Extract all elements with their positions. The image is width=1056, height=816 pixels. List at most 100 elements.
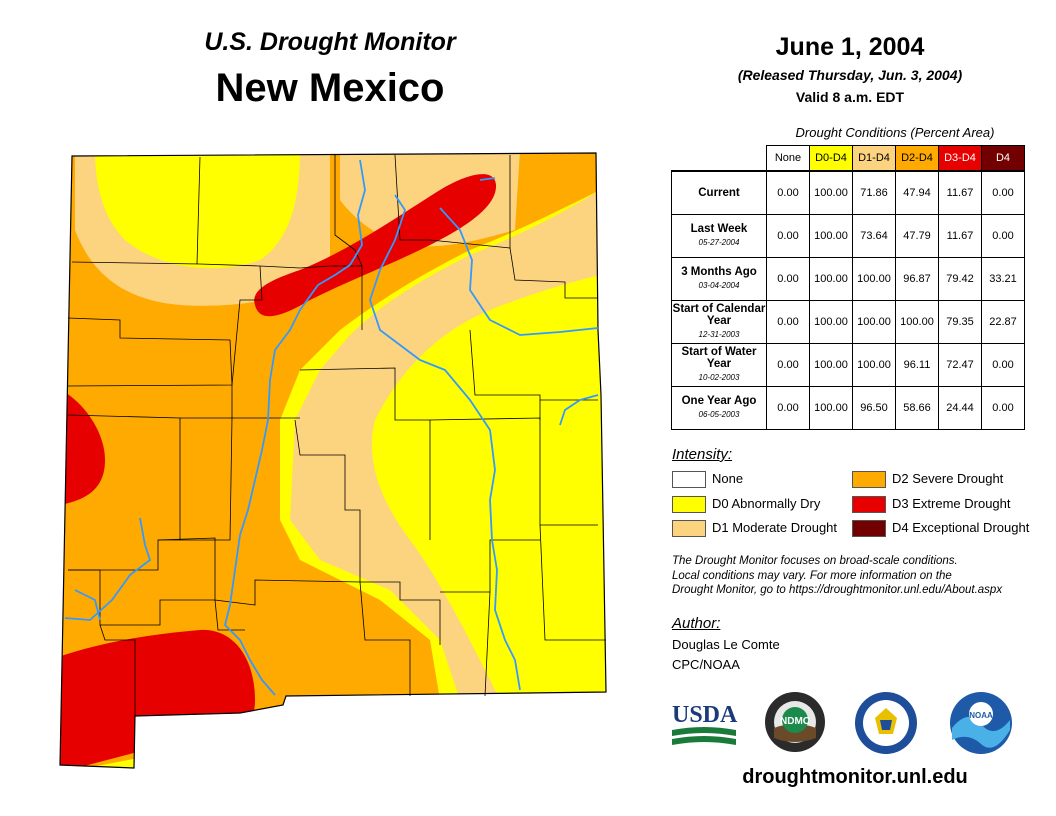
- d3-region-southwest: [60, 629, 255, 768]
- pecos-river: [369, 194, 521, 691]
- legend-title: Intensity:: [672, 446, 733, 463]
- table-row-last-week: Last Week 05-27-2004 0.00 100.00 73.64 47…: [671, 214, 1025, 258]
- table-cell: 33.21: [981, 257, 1025, 301]
- table-cell: 100.00: [809, 386, 853, 430]
- col-header-d4: D4: [981, 145, 1025, 172]
- table-cell: 73.64: [852, 214, 896, 258]
- table-cell: 72.47: [938, 343, 982, 387]
- table-cell: 100.00: [852, 300, 896, 344]
- map-subtitle: U.S. Drought Monitor: [204, 28, 456, 56]
- table-corner: [671, 145, 767, 172]
- valid-time: Valid 8 a.m. EDT: [795, 89, 905, 105]
- table-cell: 96.50: [852, 386, 896, 430]
- table-cell: 100.00: [809, 170, 853, 215]
- table-cell: 0.00: [766, 386, 810, 430]
- table-cell: 11.67: [938, 170, 982, 215]
- doc-seal-logo: [855, 692, 917, 754]
- table-cell: 0.00: [981, 343, 1025, 387]
- table-cell: 79.42: [938, 257, 982, 301]
- table-cell: 0.00: [766, 343, 810, 387]
- legend-swatch: [852, 471, 886, 489]
- row-label: Start of Water Year 10-02-2003: [671, 343, 767, 387]
- row-label: Last Week 05-27-2004: [671, 214, 767, 258]
- author-org: CPC/NOAA: [672, 657, 740, 672]
- row-label: Current: [671, 170, 767, 215]
- table-cell: 100.00: [809, 257, 853, 301]
- legend-swatch: [672, 520, 706, 538]
- noaa-logo: NOAA: [950, 692, 1012, 754]
- col-header-d1-d4: D1-D4: [852, 145, 896, 172]
- canadian-river: [439, 207, 599, 336]
- map-date: June 1, 2004: [775, 33, 925, 61]
- author-name: Douglas Le Comte: [672, 637, 780, 652]
- table-cell: 47.94: [895, 170, 939, 215]
- legend-swatch: [672, 496, 706, 514]
- legend-swatch: [852, 496, 886, 514]
- table-cell: 0.00: [766, 214, 810, 258]
- san-juan-river: [74, 589, 101, 621]
- table-cell: 96.87: [895, 257, 939, 301]
- row-label: One Year Ago 06-05-2003: [671, 386, 767, 430]
- table-cell: 79.35: [938, 300, 982, 344]
- legend-item-d2: D2 Severe Drought: [852, 470, 1003, 489]
- col-header-none: None: [766, 145, 810, 172]
- table-cell: 100.00: [809, 343, 853, 387]
- legend-item-none: None: [672, 470, 743, 489]
- table-cell: 0.00: [766, 257, 810, 301]
- table-cell: 0.00: [766, 170, 810, 215]
- rivers: [64, 159, 599, 696]
- col-header-d2-d4: D2-D4: [895, 145, 939, 172]
- table-cell: 0.00: [981, 170, 1025, 215]
- legend-item-d4: D4 Exceptional Drought: [852, 519, 1029, 538]
- table-cell: 22.87: [981, 300, 1025, 344]
- table-row-current: Current 0.00 100.00 71.86 47.94 11.67 0.…: [671, 170, 1025, 215]
- table-cell: 0.00: [981, 386, 1025, 430]
- author-title: Author:: [672, 615, 721, 632]
- table-row-start-calendar-year: Start of Calendar Year 12-31-2003 0.00 10…: [671, 300, 1025, 344]
- table-cell: 96.11: [895, 343, 939, 387]
- state-outline: [59, 152, 607, 769]
- northeast-river: [479, 177, 496, 181]
- legend-item-d0: D0 Abnormally Dry: [672, 495, 820, 514]
- table-cell: 47.79: [895, 214, 939, 258]
- rio-grande: [224, 159, 366, 696]
- legend-swatch: [672, 471, 706, 489]
- table-cell: 100.00: [809, 214, 853, 258]
- table-cell: 58.66: [895, 386, 939, 430]
- table-caption: Drought Conditions (Percent Area): [795, 125, 995, 140]
- release-date: (Released Thursday, Jun. 3, 2004): [737, 67, 963, 83]
- legend-item-d3: D3 Extreme Drought: [852, 495, 1011, 514]
- table-cell: 100.00: [895, 300, 939, 344]
- state-title: New Mexico: [215, 66, 445, 110]
- drought-stats-table: None D0-D4 D1-D4 D2-D4 D3-D4 D4 Current …: [671, 145, 1025, 430]
- table-cell: 0.00: [766, 300, 810, 344]
- table-cell: 71.86: [852, 170, 896, 215]
- svg-text:USDA: USDA: [672, 702, 738, 728]
- drought-map: [59, 152, 607, 769]
- table-row-3-months-ago: 3 Months Ago 03-04-2004 0.00 100.00 100.0…: [671, 257, 1025, 301]
- table-cell: 100.00: [852, 343, 896, 387]
- legend-swatch: [852, 520, 886, 538]
- table-header-row: None D0-D4 D1-D4 D2-D4 D3-D4 D4: [671, 145, 1025, 172]
- county-boundaries: [67, 154, 606, 716]
- legend-item-d1: D1 Moderate Drought: [672, 519, 837, 538]
- table-row-start-water-year: Start of Water Year 10-02-2003 0.00 100.0…: [671, 343, 1025, 387]
- gila-river: [64, 517, 151, 621]
- website-url[interactable]: droughtmonitor.unl.edu: [742, 766, 968, 788]
- row-label: 3 Months Ago 03-04-2004: [671, 257, 767, 301]
- svg-text:NDMC: NDMC: [780, 716, 810, 727]
- table-cell: 100.00: [852, 257, 896, 301]
- table-cell: 11.67: [938, 214, 982, 258]
- row-label: Start of Calendar Year 12-31-2003: [671, 300, 767, 344]
- table-cell: 24.44: [938, 386, 982, 430]
- col-header-d3-d4: D3-D4: [938, 145, 982, 172]
- col-header-d0-d4: D0-D4: [809, 145, 853, 172]
- table-row-one-year-ago: One Year Ago 06-05-2003 0.00 100.00 96.50…: [671, 386, 1025, 430]
- east-river: [559, 394, 599, 426]
- d3-region-north: [254, 174, 497, 317]
- svg-text:NOAA: NOAA: [969, 711, 993, 720]
- disclaimer-note: The Drought Monitor focuses on broad-sca…: [672, 555, 1003, 596]
- d0-region-northwest: [95, 153, 300, 269]
- table-cell: 0.00: [981, 214, 1025, 258]
- ndmc-logo: NDMC: [765, 692, 825, 752]
